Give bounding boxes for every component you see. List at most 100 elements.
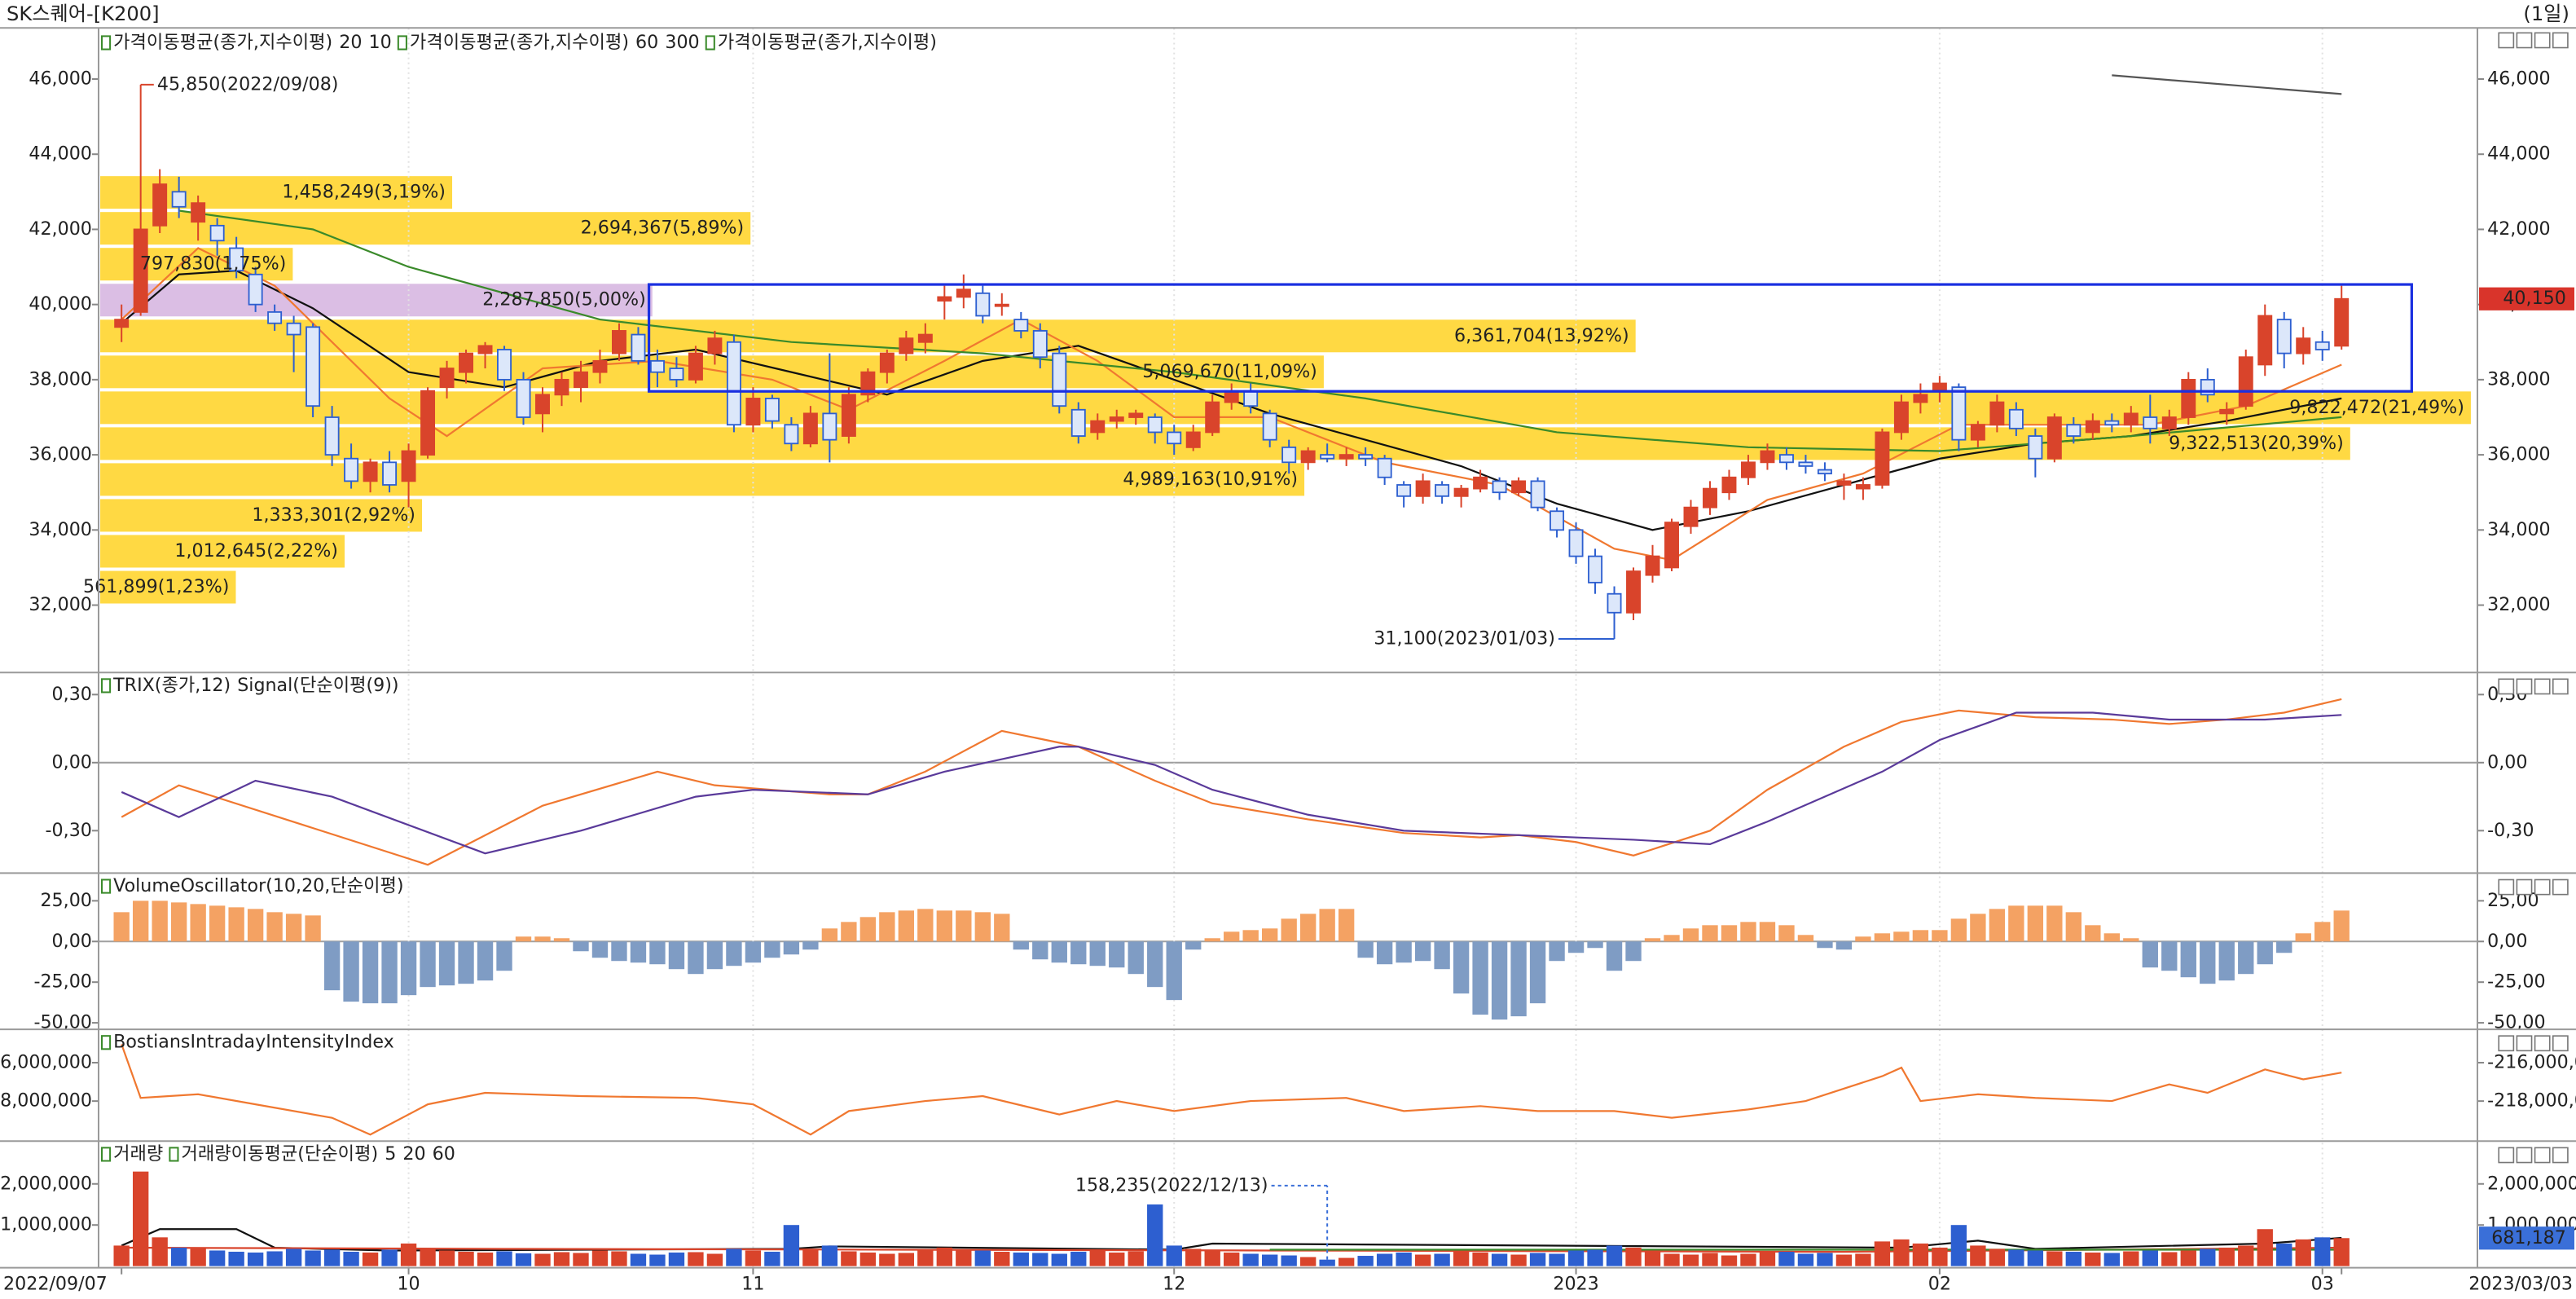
bar — [132, 900, 149, 942]
volume-profile-label: 1,458,249(3,19%) — [282, 182, 446, 203]
candle-body — [1836, 480, 1852, 486]
bar — [2161, 1252, 2178, 1266]
candle-body — [2123, 412, 2139, 426]
candle-body — [2276, 319, 2292, 354]
candle-body — [2161, 416, 2177, 429]
candle-body — [1568, 529, 1584, 557]
candle-body — [1320, 454, 1335, 460]
x-tick-label: 10 — [397, 1273, 420, 1294]
bar — [362, 941, 379, 1004]
bar — [1204, 1250, 1220, 1266]
y-tick-label: 2,000,000 — [0, 1173, 92, 1194]
candle-body — [1300, 450, 1316, 464]
bar — [1912, 930, 1929, 942]
bar — [859, 1252, 877, 1266]
volume-profile-label: 2,694,367(5,89%) — [581, 218, 745, 239]
series-line — [2112, 74, 2342, 95]
candle-body — [784, 424, 799, 445]
legend-icon — [101, 1035, 112, 1050]
legend-entry: 60 — [635, 32, 658, 53]
y-tick-label: 44,000 — [29, 143, 92, 165]
candle-body — [1435, 484, 1450, 497]
series-line — [178, 209, 2342, 452]
candle-body — [286, 322, 301, 336]
bar — [1778, 925, 1795, 942]
bar — [1434, 1253, 1450, 1266]
candle-body — [401, 450, 416, 482]
candle-body — [1185, 431, 1201, 448]
y-tick-label: 34,000 — [29, 519, 92, 540]
bar — [2008, 905, 2024, 942]
legend-icon — [169, 1147, 179, 1162]
y-tick-label: 1,000,000 — [0, 1214, 92, 1235]
volume-profile-label: 1,012,645(2,22%) — [174, 540, 338, 561]
bar — [2257, 1229, 2273, 1266]
candle-body — [1090, 420, 1106, 434]
bar — [553, 1252, 570, 1266]
candle-body — [1932, 382, 1947, 392]
candle-body — [382, 461, 398, 486]
candle-body — [1453, 487, 1469, 497]
bar — [783, 1225, 800, 1266]
volume-profile-bar — [100, 463, 1305, 496]
bar — [1874, 1241, 1891, 1266]
bar — [1625, 1247, 1642, 1266]
bar — [1338, 1257, 1355, 1266]
bar — [1051, 1253, 1067, 1266]
drawn-box — [647, 283, 2413, 393]
candle-body — [2334, 297, 2350, 347]
candle-body — [994, 303, 1009, 307]
panel-icon — [2516, 1035, 2533, 1052]
bar — [1491, 1253, 1508, 1266]
bar — [1702, 925, 1718, 942]
candle-body — [574, 371, 588, 389]
panel-icon — [2498, 1147, 2515, 1164]
candle-body — [1721, 476, 1737, 494]
volume-profile-label: 1,333,301(2,92%) — [252, 504, 415, 526]
bar — [1357, 941, 1374, 958]
bar — [1567, 941, 1585, 953]
candle-body — [2143, 416, 2158, 429]
bar — [1051, 941, 1067, 963]
candle-body — [1703, 487, 1717, 509]
bar — [1242, 1253, 1259, 1266]
candle-body — [917, 333, 933, 343]
bar — [2218, 1247, 2235, 1266]
legend-icon — [101, 678, 112, 694]
bar — [1855, 1253, 1871, 1266]
candle-body — [191, 202, 206, 223]
candle-body — [1109, 416, 1124, 422]
bar — [591, 1250, 609, 1266]
bar — [1759, 922, 1776, 942]
candle-body — [2219, 408, 2235, 415]
candle-body — [133, 228, 148, 313]
candle-body — [1492, 480, 1507, 494]
bar — [1299, 914, 1317, 942]
bar — [438, 941, 455, 986]
bar — [1549, 1253, 1565, 1266]
bar — [323, 941, 341, 991]
bar — [247, 909, 264, 942]
candle-body — [1530, 480, 1545, 509]
legend-icon — [705, 35, 715, 51]
bar — [1376, 941, 1393, 965]
legend-label: 가격이동평균(종가,지수이평) — [410, 32, 629, 53]
candle-body — [802, 412, 818, 445]
bar — [228, 907, 244, 942]
volume-profile-label: 561,899(1,23%) — [83, 576, 229, 597]
bar — [1032, 941, 1048, 960]
legend-entry: 5 — [385, 1143, 396, 1165]
series-line — [121, 1228, 2342, 1252]
candle-body — [669, 368, 684, 381]
bar — [2046, 1251, 2063, 1266]
candle-body — [1415, 480, 1431, 497]
candle-body — [516, 378, 531, 418]
bar — [764, 941, 780, 958]
bar — [305, 915, 321, 942]
bar — [1128, 1251, 1144, 1266]
y-tick-label-right: -218,000,000 — [2487, 1090, 2576, 1112]
bar — [1529, 1253, 1546, 1266]
annotation: 45,850(2022/09/08) — [157, 73, 339, 95]
legend-entry: 10 — [369, 32, 392, 53]
